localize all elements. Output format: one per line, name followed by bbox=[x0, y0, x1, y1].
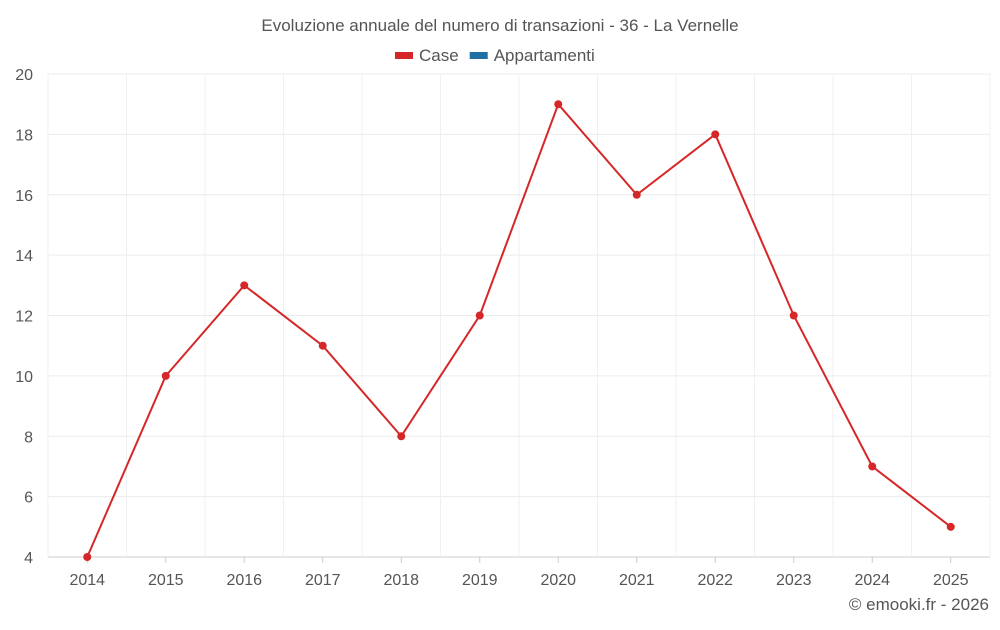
data-point bbox=[318, 341, 327, 350]
y-tick-label: 4 bbox=[24, 550, 33, 567]
y-axis: 4 6 8 10 12 14 16 18 20 bbox=[15, 67, 33, 567]
data-point bbox=[161, 371, 170, 380]
data-point bbox=[789, 311, 798, 320]
grid bbox=[47, 73, 991, 558]
data-point bbox=[632, 190, 641, 199]
y-tick-label: 8 bbox=[24, 429, 33, 446]
x-axis: 2014 2015 2016 2017 2018 2019 2020 2021 2022 2023… bbox=[69, 557, 969, 589]
x-tick-label: 2016 bbox=[226, 572, 262, 589]
x-tick-label: 2022 bbox=[697, 572, 733, 589]
x-tick-label: 2015 bbox=[148, 572, 184, 589]
data-point bbox=[475, 311, 484, 320]
x-tick-label: 2021 bbox=[619, 572, 655, 589]
legend: Case Appartamenti bbox=[395, 46, 595, 65]
y-tick-label: 12 bbox=[15, 309, 33, 326]
data-point bbox=[868, 462, 877, 471]
data-point bbox=[240, 281, 249, 290]
x-tick-label: 2025 bbox=[933, 572, 969, 589]
x-tick-label: 2023 bbox=[776, 572, 812, 589]
series-line-case bbox=[86, 102, 952, 558]
x-tick-label: 2024 bbox=[854, 572, 890, 589]
x-tick-label: 2019 bbox=[462, 572, 498, 589]
y-tick-label: 18 bbox=[15, 127, 33, 144]
x-tick-label: 2014 bbox=[69, 572, 105, 589]
x-tick-label: 2017 bbox=[305, 572, 341, 589]
y-tick-label: 14 bbox=[15, 248, 33, 265]
data-point bbox=[946, 522, 955, 531]
legend-swatch-case bbox=[395, 52, 413, 59]
legend-swatch-appartamenti bbox=[469, 52, 488, 59]
legend-label: Appartamenti bbox=[494, 46, 595, 65]
data-point bbox=[554, 100, 563, 109]
y-tick-label: 6 bbox=[24, 490, 33, 507]
chart-title: Evoluzione annuale del numero di transaz… bbox=[261, 16, 738, 35]
x-tick-label: 2018 bbox=[383, 572, 419, 589]
footer-credit: © emooki.fr - 2026 bbox=[849, 595, 989, 614]
x-tick-label: 2020 bbox=[540, 572, 576, 589]
y-tick-label: 20 bbox=[15, 67, 33, 84]
data-point bbox=[83, 553, 92, 561]
y-tick-label: 16 bbox=[15, 188, 33, 205]
data-point bbox=[711, 130, 720, 139]
legend-label: Case bbox=[419, 46, 459, 65]
series bbox=[83, 100, 955, 561]
data-point bbox=[397, 432, 406, 441]
y-tick-label: 10 bbox=[15, 369, 33, 386]
